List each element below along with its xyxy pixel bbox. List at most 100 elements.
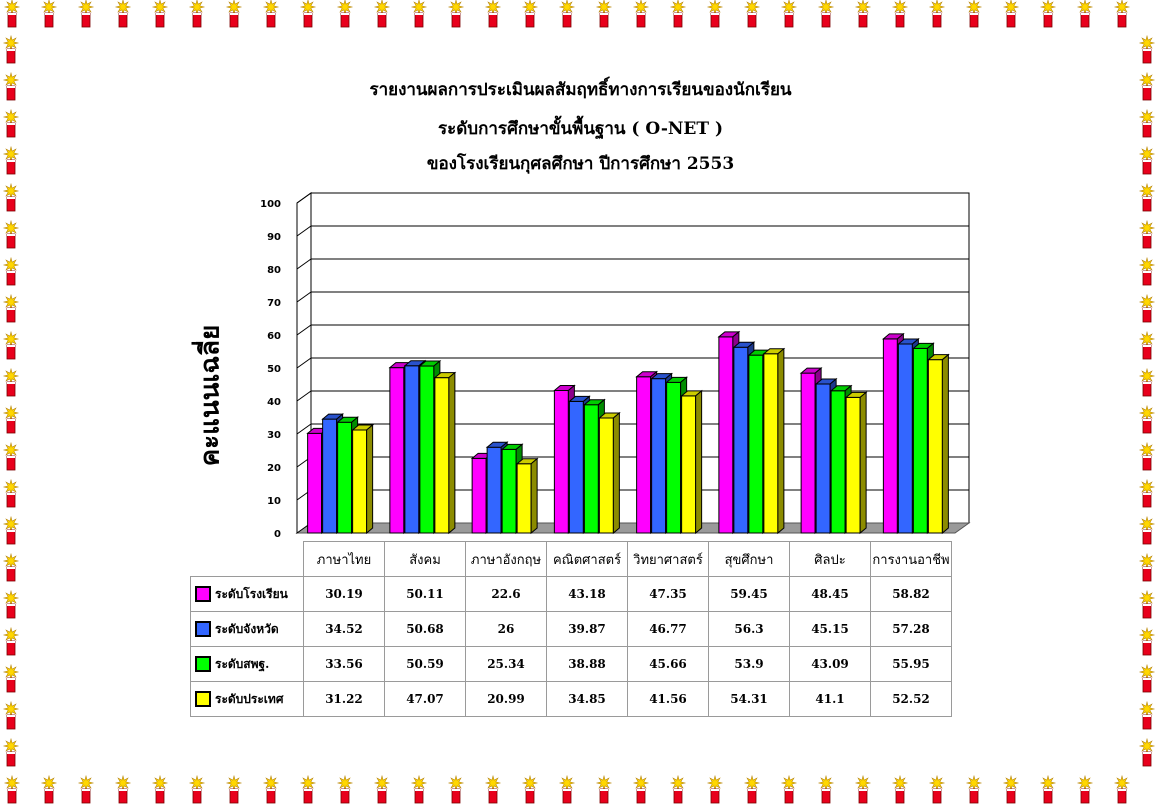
firecracker-icon <box>336 774 354 804</box>
firecracker-icon <box>77 0 95 28</box>
firecracker-icon <box>114 0 132 28</box>
firecracker-icon <box>854 774 872 804</box>
firecracker-icon <box>1002 0 1020 28</box>
firecracker-icon <box>447 0 465 28</box>
firecracker-icon <box>632 774 650 804</box>
data-label: 31.22 <box>303 681 385 717</box>
firecracker-icon <box>928 774 946 804</box>
firecracker-icon <box>2 367 20 397</box>
firecracker-icon <box>1076 0 1094 28</box>
y-tick-label: 80 <box>267 265 281 276</box>
firecracker-icon <box>595 774 613 804</box>
category-label: ภาษาไทย <box>303 541 385 577</box>
data-label: 54.31 <box>708 681 790 717</box>
firecracker-icon <box>3 774 21 804</box>
firecracker-icon <box>2 219 20 249</box>
firecracker-icon <box>2 478 20 508</box>
y-tick-label: 90 <box>267 232 281 243</box>
data-label: 20.99 <box>465 681 547 717</box>
firecracker-icon <box>558 0 576 28</box>
gridline <box>296 258 312 270</box>
firecracker-icon <box>299 0 317 28</box>
category-label: สังคม <box>384 541 466 577</box>
firecracker-icon <box>669 774 687 804</box>
firecracker-icon <box>1002 774 1020 804</box>
firecracker-icon <box>2 330 20 360</box>
firecracker-icon <box>854 0 872 28</box>
firecracker-icon <box>928 0 946 28</box>
firecracker-icon <box>373 774 391 804</box>
data-label: 56.3 <box>708 611 790 647</box>
chart-title-line-3: ของโรงเรียนกุศลศึกษา ปีการศึกษา 2553 <box>426 154 735 174</box>
firecracker-icon <box>1113 0 1131 28</box>
firecracker-icon <box>484 774 502 804</box>
bar <box>844 391 868 535</box>
firecracker-icon <box>2 34 20 64</box>
firecracker-icon <box>114 774 132 804</box>
data-label: 22.6 <box>465 576 547 612</box>
firecracker-icon <box>262 0 280 28</box>
firecracker-icon <box>743 774 761 804</box>
y-tick-label: 10 <box>267 496 281 507</box>
data-table: ภาษาไทย สังคม ภาษาอังกฤษ คณิตศาสตร์ วิทย… <box>190 541 952 717</box>
firecracker-icon <box>1039 0 1057 28</box>
gridline <box>296 423 312 435</box>
firecracker-icon <box>2 700 20 730</box>
bar <box>680 389 704 535</box>
data-label: 53.9 <box>708 646 790 682</box>
y-tick-label: 0 <box>274 529 281 540</box>
data-label: 41.1 <box>789 681 871 717</box>
firecracker-icon <box>743 0 761 28</box>
firecracker-icon <box>1138 182 1156 212</box>
data-label: 52.52 <box>870 681 952 717</box>
firecracker-icon <box>1138 737 1156 767</box>
firecracker-icon <box>1138 256 1156 286</box>
data-label: 30.19 <box>303 576 385 612</box>
data-label: 41.56 <box>627 681 709 717</box>
firecracker-icon <box>1138 700 1156 730</box>
firecracker-icon <box>447 774 465 804</box>
firecracker-icon <box>2 145 20 175</box>
firecracker-icon <box>1138 589 1156 619</box>
firecracker-icon <box>2 108 20 138</box>
firecracker-icon <box>262 774 280 804</box>
bar <box>433 371 457 535</box>
legend-label: ระดับโรงเรียน <box>215 586 288 601</box>
firecracker-icon <box>891 774 909 804</box>
firecracker-icon <box>225 774 243 804</box>
y-tick-label: 70 <box>267 298 281 309</box>
legend-entry: ระดับสพฐ. <box>190 646 304 682</box>
data-table-corner <box>191 542 304 577</box>
data-label: 34.52 <box>303 611 385 647</box>
firecracker-icon <box>188 774 206 804</box>
firecracker-icon <box>2 515 20 545</box>
firecracker-icon <box>817 774 835 804</box>
data-table-row-school: ระดับโรงเรียน 30.19 50.11 22.6 43.18 47.… <box>190 576 952 612</box>
data-label: 50.68 <box>384 611 466 647</box>
category-label: ศิลปะ <box>789 541 871 577</box>
legend-swatch <box>195 586 211 602</box>
firecracker-icon <box>1076 774 1094 804</box>
firecracker-icon <box>1138 515 1156 545</box>
firecracker-icon <box>484 0 502 28</box>
bar <box>597 411 621 535</box>
data-label: 33.56 <box>303 646 385 682</box>
data-label: 57.28 <box>870 611 952 647</box>
firecracker-icon <box>2 293 20 323</box>
data-label: 39.87 <box>546 611 628 647</box>
firecracker-icon <box>77 774 95 804</box>
category-label: คณิตศาสตร์ <box>546 541 628 577</box>
firecracker-icon <box>410 774 428 804</box>
firecracker-icon <box>1138 663 1156 693</box>
y-tick-label: 20 <box>267 463 281 474</box>
firecracker-icon <box>1138 219 1156 249</box>
data-label: 55.95 <box>870 646 952 682</box>
data-label: 46.77 <box>627 611 709 647</box>
legend-label: ระดับจังหวัด <box>215 621 279 636</box>
firecracker-icon <box>2 71 20 101</box>
data-label: 50.59 <box>384 646 466 682</box>
legend-swatch <box>195 691 211 707</box>
legend-entry: ระดับจังหวัด <box>190 611 304 647</box>
firecracker-icon <box>706 774 724 804</box>
firecracker-icon <box>1138 441 1156 471</box>
